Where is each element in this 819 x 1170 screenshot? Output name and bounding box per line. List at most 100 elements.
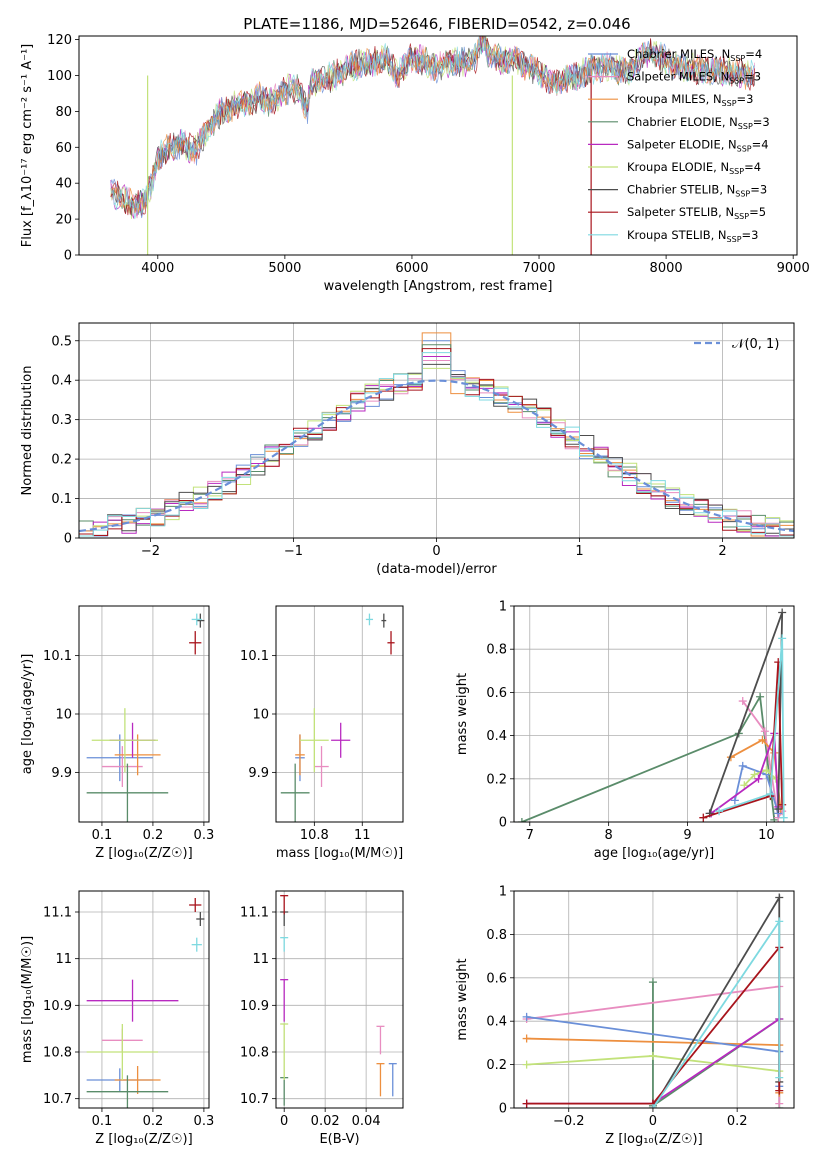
- spectrum-line: [110, 37, 755, 220]
- legend-label-text: Kroupa MILES, N: [627, 92, 722, 106]
- weight-marker: [738, 761, 747, 770]
- weight-marker: [738, 697, 747, 706]
- x-tick-label: 0.1: [92, 1114, 113, 1129]
- legend-label-eq: =3: [750, 183, 767, 197]
- y-tick-label: 10.8: [43, 1046, 72, 1061]
- y-tick-label: 0.6: [486, 686, 507, 701]
- weight-marker: [754, 774, 763, 783]
- weight-line: [703, 662, 784, 819]
- weight-marker: [774, 805, 783, 814]
- legend-label-text: Chabrier MILES, N: [627, 47, 730, 61]
- errorbar-point: [114, 734, 161, 776]
- errorbar-point: [314, 746, 329, 787]
- y-tick-label: 10.7: [43, 1092, 72, 1107]
- x-tick-label: 0.3: [194, 828, 215, 843]
- legend: 𝒩(0, 1): [694, 337, 779, 352]
- weight-marker: [648, 1051, 657, 1060]
- weight-marker: [760, 727, 769, 736]
- panel-weight-vs-Z: −0.2 0 0.2 0 0.2 0.4 0.6 0.8 1 Z [log₁₀(Z/Z☉)] mas…: [455, 885, 795, 1147]
- legend-label-text: Salpeter STELIB, N: [627, 205, 734, 219]
- histogram-line: [79, 359, 794, 537]
- x-tick-label: 0.2: [143, 1114, 164, 1129]
- legend-label-eq: =3: [742, 228, 759, 242]
- plot-area: [79, 332, 794, 537]
- y-tick-label: 120: [47, 33, 72, 48]
- weight-marker: [699, 813, 708, 822]
- x-tick-label: 9: [683, 828, 691, 843]
- errorbar-point: [280, 1077, 289, 1106]
- plot-area: [86, 613, 205, 822]
- y-tick-label: 11.1: [240, 906, 269, 921]
- x-axis-label: (data-model)/error: [376, 562, 497, 577]
- x-tick-label: 7000: [522, 261, 555, 276]
- legend-label-sub: SSP: [729, 167, 744, 176]
- weight-line: [710, 733, 780, 815]
- weight-marker: [778, 608, 787, 617]
- x-tick-label: 0: [280, 1114, 288, 1129]
- y-axis-label: Flux [f_λ10⁻¹⁷ erg cm⁻² s⁻¹ A⁻¹]: [20, 44, 35, 248]
- panel-weight-vs-age: 7 8 9 10 0 0.2 0.4 0.6 0.8 1 age [log₁₀(age/yr)] ma…: [455, 600, 795, 861]
- spectrum-line: [110, 36, 756, 216]
- errorbar-point: [376, 1063, 385, 1097]
- errorbar-point: [101, 746, 143, 787]
- weight-marker: [778, 800, 787, 809]
- legend-label-eq: =4: [744, 160, 761, 174]
- y-tick-label: 0: [64, 249, 72, 264]
- weight-marker: [648, 1104, 657, 1108]
- errorbar-point: [196, 912, 205, 926]
- errorbar-point: [331, 722, 351, 758]
- errorbar-point: [86, 763, 169, 822]
- weight-marker: [766, 789, 775, 798]
- y-tick-label: 80: [55, 105, 72, 120]
- histogram-line: [79, 367, 794, 537]
- x-tick-label: 1: [575, 544, 583, 559]
- weight-marker: [775, 1073, 784, 1082]
- legend-label: Salpeter ELODIE, NSSP=4: [627, 137, 769, 153]
- errorbar-point: [299, 708, 329, 773]
- x-tick-label: 11: [354, 828, 371, 843]
- legend-label-sub: SSP: [729, 77, 744, 86]
- x-tick-label: −1: [284, 544, 303, 559]
- x-tick-label: 10.8: [300, 828, 329, 843]
- y-tick-label: 10.1: [240, 649, 269, 664]
- errorbar-point: [381, 613, 387, 628]
- errorbar-point: [280, 763, 310, 822]
- y-tick-label: 40: [55, 177, 72, 192]
- weight-marker: [775, 917, 784, 926]
- legend-label-text: Chabrier ELODIE, N: [627, 115, 738, 129]
- y-tick-label: 10.9: [43, 999, 72, 1014]
- legend-label-sub: SSP: [722, 99, 737, 108]
- y-axis-label: mass weight: [455, 673, 470, 755]
- weight-marker: [715, 807, 724, 816]
- y-tick-label: 9.9: [248, 766, 269, 781]
- x-axis-label: E(B-V): [319, 1132, 359, 1147]
- axes-frame: [513, 890, 795, 1109]
- x-axis-label: age [log₁₀(age/yr)]: [594, 846, 715, 861]
- weight-marker: [517, 818, 526, 822]
- errorbar-point: [191, 613, 202, 626]
- weight-marker: [778, 634, 787, 643]
- weight-marker: [648, 978, 657, 987]
- y-tick-label: 9.9: [51, 766, 72, 781]
- legend-label-text: Salpeter ELODIE, N: [627, 137, 737, 151]
- x-tick-label: 0.04: [352, 1114, 381, 1129]
- legend-label: Salpeter MILES, NSSP=3: [627, 70, 761, 86]
- legend-label-sub: SSP: [738, 122, 753, 131]
- legend-label-text: Kroupa ELODIE, N: [627, 160, 729, 174]
- y-tick-label: 0.4: [486, 729, 507, 744]
- y-tick-label: 0.4: [51, 374, 72, 389]
- figure-title: PLATE=1186, MJD=52646, FIBERID=0542, z=0…: [243, 15, 630, 33]
- spectrum-line: [110, 36, 755, 219]
- plot-area: [517, 608, 788, 822]
- y-tick-label: 0.4: [486, 1015, 507, 1030]
- panel-residuals: −2 −1 0 1 2 0 0.1 0.2 0.3 0.4 0.5 (data-model)/erro…: [20, 322, 795, 577]
- x-axis-label: mass [log₁₀(M/M☉)]: [276, 846, 403, 861]
- y-tick-label: 0.3: [51, 413, 72, 428]
- legend-label-eq: =4: [745, 47, 762, 61]
- y-tick-label: 0.2: [51, 453, 72, 468]
- axes-frame: [78, 322, 795, 539]
- weight-line: [652, 918, 781, 1108]
- panel-mass-vs-EBV: 0 0.02 0.04 10.7 10.8 10.9 11 11.1 E(B-V): [240, 890, 404, 1147]
